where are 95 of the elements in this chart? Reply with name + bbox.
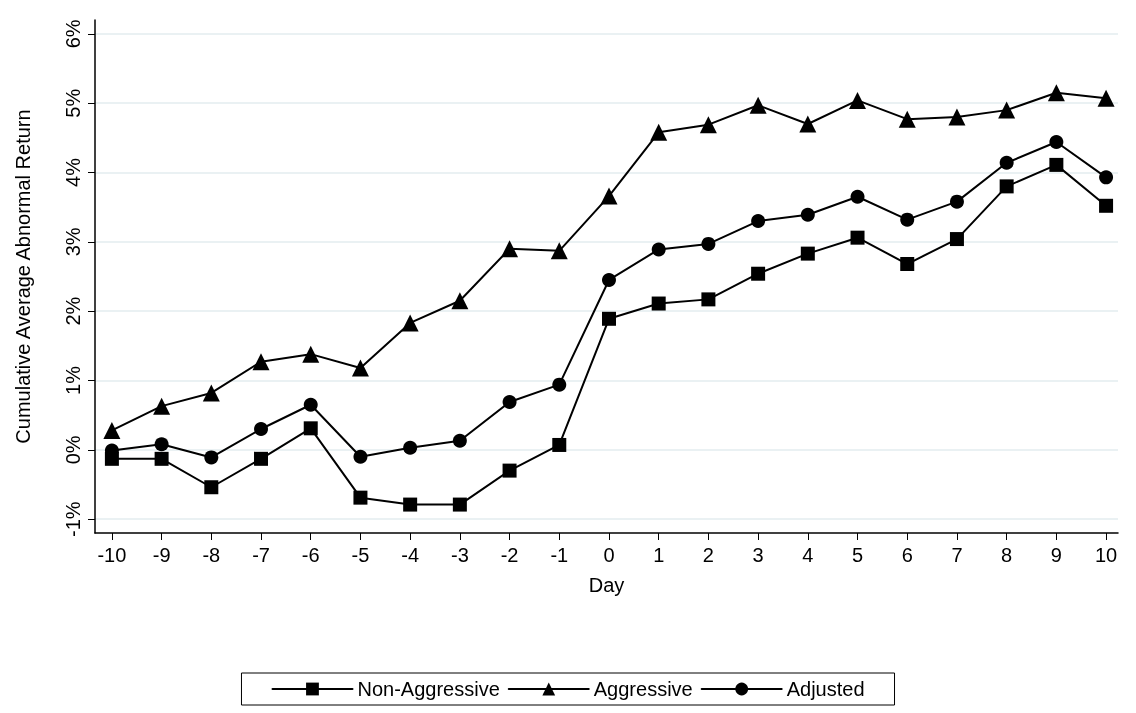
- x-tick-label: 3: [752, 544, 764, 566]
- y-tick-label: 5%: [62, 88, 84, 118]
- point: [353, 490, 368, 505]
- point: [998, 101, 1016, 119]
- point: [451, 292, 469, 310]
- y-tick-label: 1%: [62, 365, 84, 395]
- x-tick-label: 10: [1094, 544, 1118, 566]
- point: [552, 377, 567, 392]
- point: [900, 212, 915, 227]
- x-tick-label: 6: [901, 544, 913, 566]
- point: [1049, 135, 1064, 150]
- point: [302, 345, 320, 363]
- point: [154, 437, 169, 452]
- point: [800, 246, 815, 261]
- point: [701, 292, 716, 307]
- point: [699, 116, 717, 134]
- point: [303, 397, 318, 412]
- point: [651, 296, 666, 311]
- y-axis-title: Cumulative Average Abnormal Return: [12, 109, 34, 444]
- point: [1047, 84, 1065, 102]
- point: [452, 433, 467, 448]
- point: [552, 437, 567, 452]
- x-tick-label: -8: [202, 544, 221, 566]
- point: [403, 440, 418, 455]
- point: [401, 314, 419, 332]
- x-tick-label: -5: [351, 544, 370, 566]
- point: [452, 497, 467, 512]
- point: [502, 463, 517, 478]
- x-tick-label: -1: [550, 544, 569, 566]
- x-tick-label: -10: [97, 544, 127, 566]
- point: [701, 236, 716, 251]
- point: [850, 230, 865, 245]
- y-tick-label: 0%: [62, 435, 84, 465]
- x-tick-label: 4: [802, 544, 814, 566]
- point: [103, 421, 121, 439]
- point: [751, 266, 766, 281]
- x-tick-label: 2: [702, 544, 714, 566]
- point: [601, 311, 616, 326]
- point: [751, 214, 766, 229]
- point: [254, 422, 269, 437]
- point: [1099, 198, 1114, 213]
- point: [153, 397, 171, 415]
- legend-label: Adjusted: [786, 678, 865, 700]
- point: [799, 115, 817, 133]
- point: [849, 91, 867, 109]
- x-tick-label: -9: [152, 544, 171, 566]
- point: [999, 155, 1014, 170]
- point: [900, 257, 915, 272]
- point: [749, 96, 767, 114]
- point: [252, 353, 270, 371]
- point: [602, 272, 616, 287]
- x-tick-label: -7: [252, 544, 270, 566]
- point: [999, 179, 1014, 194]
- x-tick-label: -2: [500, 544, 519, 566]
- x-axis-title: Day: [588, 574, 625, 596]
- y-tick-label: 2%: [62, 296, 84, 326]
- point: [948, 108, 966, 126]
- point: [254, 451, 269, 466]
- x-tick-label: 8: [1001, 544, 1013, 566]
- point: [651, 242, 666, 257]
- point: [800, 207, 815, 222]
- point: [154, 451, 169, 466]
- x-tick-label: -3: [450, 544, 469, 566]
- point: [501, 240, 519, 258]
- legend-label: Aggressive: [593, 678, 693, 700]
- y-tick-label: 6%: [62, 19, 84, 49]
- point: [1097, 89, 1115, 107]
- x-tick-label: 9: [1050, 544, 1062, 566]
- y-tick-label: -1%: [62, 501, 84, 537]
- y-tick-label: 4%: [62, 157, 84, 187]
- point: [850, 189, 865, 204]
- x-tick-label: -4: [401, 544, 420, 566]
- y-tick-label: 3%: [62, 227, 84, 257]
- point: [949, 232, 964, 247]
- point: [502, 394, 517, 409]
- point: [351, 359, 369, 377]
- point: [204, 450, 219, 465]
- point: [650, 123, 668, 141]
- point: [550, 242, 568, 260]
- point: [600, 187, 618, 205]
- point: [898, 110, 916, 128]
- point: [403, 497, 418, 512]
- point: [303, 421, 318, 436]
- x-tick-label: -6: [301, 544, 320, 566]
- point: [353, 449, 368, 464]
- point: [949, 194, 964, 209]
- point: [204, 480, 219, 495]
- x-tick-label: 0: [603, 544, 615, 566]
- point: [1049, 157, 1064, 172]
- point: [202, 384, 220, 402]
- legend-label: Non-Aggressive: [357, 678, 500, 700]
- x-tick-label: 5: [851, 544, 864, 566]
- x-tick-label: 1: [653, 544, 665, 566]
- x-tick-label: 7: [951, 544, 963, 566]
- point: [1099, 170, 1114, 185]
